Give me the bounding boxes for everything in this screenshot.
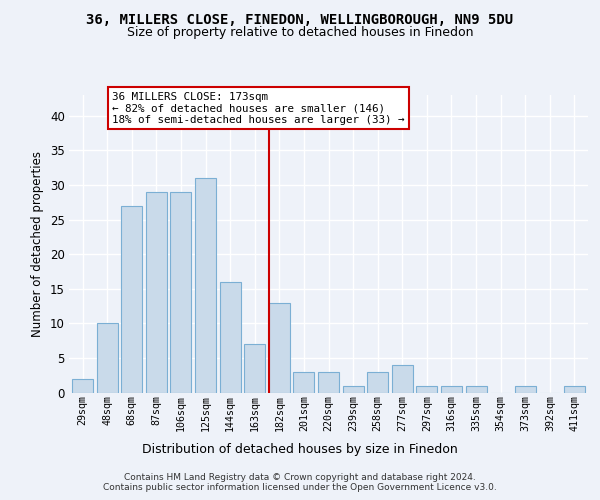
Bar (121, 206, 142, 392)
Bar (441, 386, 462, 392)
Bar (318, 372, 339, 392)
Text: Distribution of detached houses by size in Finedon: Distribution of detached houses by size … (142, 442, 458, 456)
Bar (515, 386, 536, 392)
Text: Contains HM Land Registry data © Crown copyright and database right 2024.: Contains HM Land Registry data © Crown c… (124, 472, 476, 482)
Bar (466, 386, 487, 392)
Bar (220, 282, 241, 393)
Bar (195, 178, 216, 392)
Bar (416, 386, 437, 392)
Bar (343, 386, 364, 392)
Bar (244, 344, 265, 393)
Bar (392, 365, 413, 392)
Bar (293, 372, 314, 392)
Y-axis label: Number of detached properties: Number of detached properties (31, 151, 44, 337)
Text: Size of property relative to detached houses in Finedon: Size of property relative to detached ho… (127, 26, 473, 39)
Text: 36 MILLERS CLOSE: 173sqm
← 82% of detached houses are smaller (146)
18% of semi-: 36 MILLERS CLOSE: 173sqm ← 82% of detach… (112, 92, 404, 124)
Bar (97, 324, 118, 392)
Bar (72, 378, 93, 392)
Bar (269, 302, 290, 392)
Bar (146, 192, 167, 392)
Text: 36, MILLERS CLOSE, FINEDON, WELLINGBOROUGH, NN9 5DU: 36, MILLERS CLOSE, FINEDON, WELLINGBOROU… (86, 12, 514, 26)
Bar (170, 192, 191, 392)
Bar (564, 386, 585, 392)
Text: Contains public sector information licensed under the Open Government Licence v3: Contains public sector information licen… (103, 484, 497, 492)
Bar (367, 372, 388, 392)
